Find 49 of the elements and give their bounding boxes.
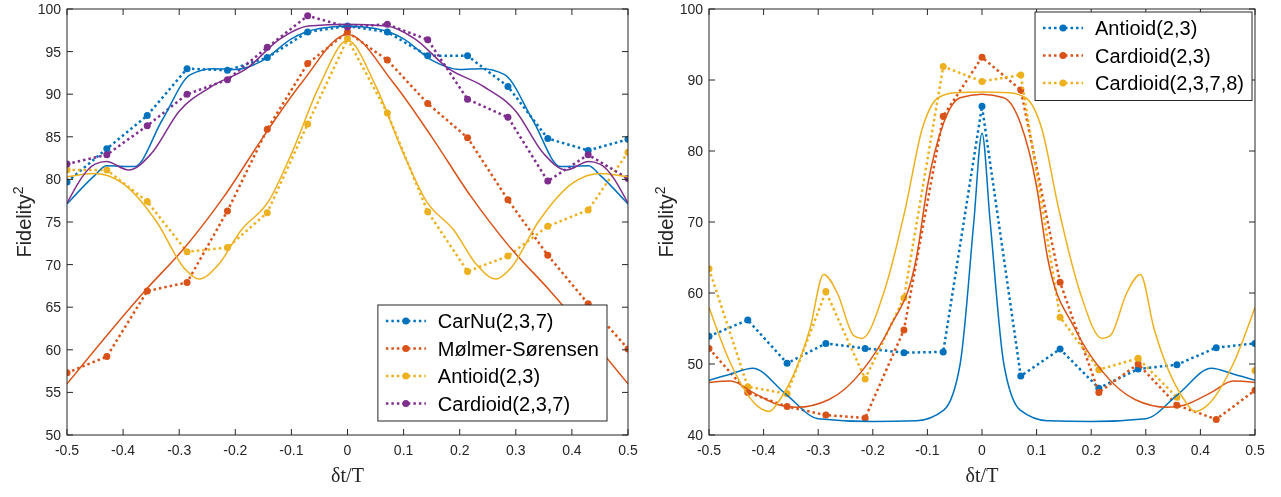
x-tick-label: 0.5 [1245,442,1265,458]
x-axis-title: δt/T [965,464,999,486]
y-tick-label: 70 [45,256,62,273]
x-tick-label: -0.3 [167,442,192,458]
y-tick-label: 55 [45,384,62,401]
x-axis-title: δt/T [331,464,364,486]
y-tick-label: 70 [687,214,704,230]
y-tick-label: 60 [45,341,62,358]
legend-label: Cardioid(2,3,7,8) [1095,72,1244,94]
x-tick-label: 0.2 [449,442,470,458]
x-tick-label: 0.4 [562,442,582,458]
x-tick-label: 0.5 [618,442,638,458]
legend-label: Antioid(2,3) [437,365,541,387]
x-tick-label: -0.4 [111,442,136,458]
x-tick-label: 0.1 [1026,442,1047,458]
x-tick-label: 0 [978,442,987,458]
y-tick-label: 60 [687,285,704,301]
y-tick-label: 40 [687,427,704,443]
x-tick-label: -0.5 [696,442,722,458]
x-tick-label: 0.3 [1136,442,1156,458]
legend-label: Cardioid(2,3,7) [437,392,571,415]
y-tick-label: 65 [45,299,62,316]
x-tick-label: -0.2 [860,442,886,458]
y-tick-label: 95 [45,43,62,60]
y-tick-label: 50 [687,356,704,372]
x-tick-label: 0 [343,442,352,458]
x-tick-label: -0.1 [279,442,304,458]
y-tick-label: 90 [687,72,704,88]
y-tick-label: 100 [37,1,62,17]
y-tick-label: 80 [45,171,62,188]
x-tick-label: -0.2 [223,442,248,458]
y-tick-label: 85 [45,128,62,145]
x-tick-label: 0.4 [1190,442,1211,458]
y-tick-label: 75 [45,214,62,230]
x-tick-label: -0.3 [806,442,831,458]
legend-label: Mølmer-Sørensen [437,337,600,360]
y-tick-label: 100 [679,1,704,17]
y-tick-label: 80 [687,143,704,159]
x-tick-label: -0.5 [54,442,80,458]
x-tick-label: 0.3 [506,442,526,458]
y-tick-label: 50 [45,427,62,443]
y-tick-label: 90 [45,86,62,103]
legend-label: Cardioid(2,3) [1095,44,1211,67]
legend-label: Antioid(2,3) [1095,17,1198,39]
x-tick-label: 0.2 [1081,442,1102,458]
x-tick-label: 0.1 [393,442,414,458]
x-tick-label: -0.1 [915,442,940,458]
legend-label: CarNu(2,3,7) [437,310,554,332]
x-tick-label: -0.4 [751,442,776,458]
